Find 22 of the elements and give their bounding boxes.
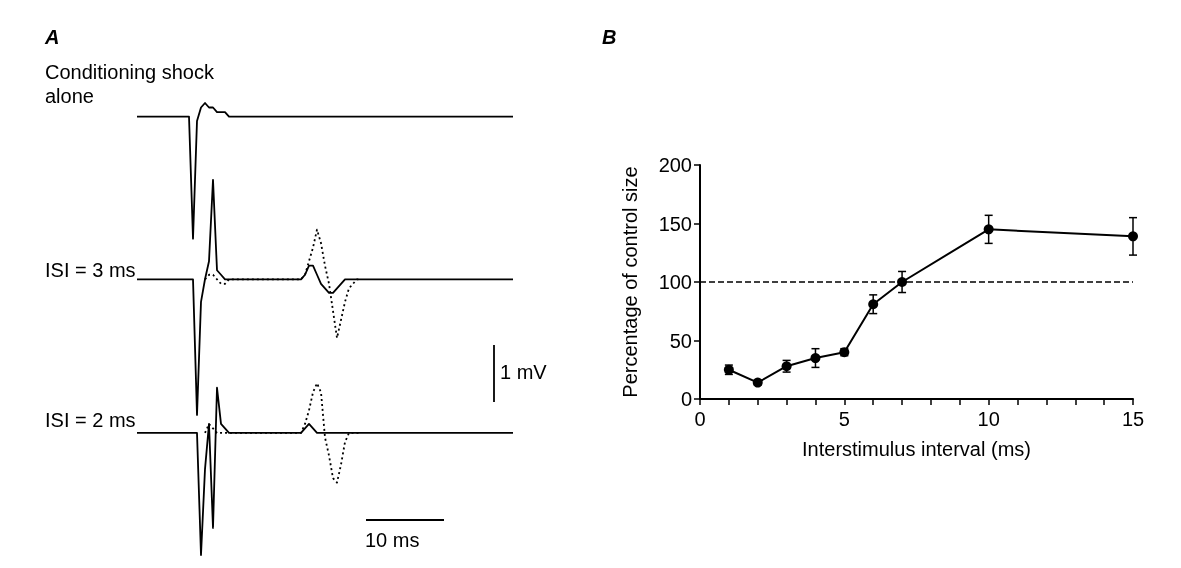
annotation: Conditioning shock alone [45, 61, 220, 107]
point [810, 353, 821, 364]
chart-title: A [44, 26, 60, 48]
y-axis-title: Percentage of control size [619, 166, 641, 398]
annotation: ISI = 2 ms [45, 409, 136, 431]
point [983, 224, 994, 235]
y-tick-label: 0 [680, 388, 692, 410]
x-tick-label: 15 [1121, 408, 1145, 430]
x-tick-label: 0 [694, 408, 706, 430]
chart-title: B [602, 26, 617, 48]
annotation: ISI = 3 ms [45, 259, 136, 281]
annotation: 1 mV [500, 361, 548, 383]
y-tick-label: 150 [658, 212, 692, 235]
point [868, 299, 879, 310]
point [1128, 231, 1138, 242]
annotation: 10 ms [365, 529, 420, 551]
x-tick-label: 10 [977, 408, 1000, 430]
x-tick-label: 5 [838, 408, 850, 430]
y-tick-label: 100 [658, 271, 692, 293]
y-tick-label: 50 [669, 329, 692, 352]
x-axis-title: Interstimulus interval (ms) [802, 438, 1031, 460]
y-tick-label: 200 [658, 154, 692, 176]
